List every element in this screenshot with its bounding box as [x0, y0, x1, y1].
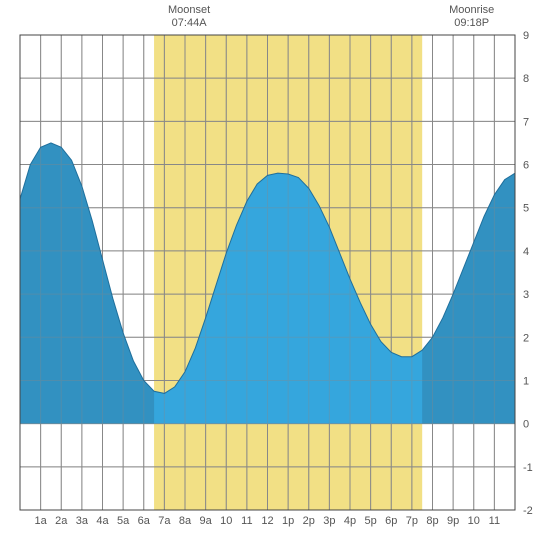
x-tick-label: 8a — [179, 515, 192, 527]
x-tick-label: 10 — [468, 515, 480, 527]
x-tick-label: 10 — [220, 515, 232, 527]
x-tick-label: 4p — [344, 515, 356, 527]
y-tick-label: -1 — [523, 462, 533, 474]
y-axis-labels: -2 -1 0 1 2 3 4 5 6 7 8 9 — [523, 30, 533, 517]
x-tick-label: 4a — [96, 515, 109, 527]
moon-event-title: Moonrise — [449, 4, 494, 17]
y-tick-label: 5 — [523, 203, 529, 215]
y-tick-label: 0 — [523, 419, 529, 431]
moon-event-title: Moonset — [168, 4, 210, 17]
x-tick-label: 6p — [385, 515, 397, 527]
moon-event-time: 09:18P — [449, 17, 494, 30]
y-tick-label: 8 — [523, 73, 529, 85]
x-tick-label: 9a — [200, 515, 213, 527]
x-tick-label: 3a — [76, 515, 89, 527]
tide-chart: 1a2a3a4a5a6a7a8a9a1011121p2p3p4p5p6p7p8p… — [0, 0, 550, 550]
x-tick-label: 1p — [282, 515, 294, 527]
moon-event-label: Moonset07:44A — [168, 4, 210, 30]
x-tick-label: 2a — [55, 515, 68, 527]
y-tick-label: -2 — [523, 505, 533, 517]
moon-event-label: Moonrise09:18P — [449, 4, 494, 30]
x-axis-labels: 1a 2a 3a 4a 5a 6a 7a 8a 9a 10 11 12 1p 2p 3p 4p 5p 6p 7p 8p… — [35, 515, 501, 527]
x-tick-label: 9p — [447, 515, 459, 527]
y-tick-label: 2 — [523, 332, 529, 344]
x-tick-label: 3p — [323, 515, 335, 527]
x-tick-label: 7a — [158, 515, 171, 527]
y-tick-label: 1 — [523, 375, 529, 387]
x-tick-label: 7p — [406, 515, 418, 527]
x-tick-label: 12 — [261, 515, 273, 527]
x-tick-label: 5p — [365, 515, 377, 527]
y-tick-label: 6 — [523, 160, 529, 172]
y-tick-label: 9 — [523, 30, 529, 42]
x-tick-label: 2p — [303, 515, 315, 527]
x-tick-label: 8p — [426, 515, 438, 527]
x-tick-label: 11 — [241, 515, 252, 527]
x-tick-label: 6a — [138, 515, 151, 527]
chart-svg: 1a2a3a4a5a6a7a8a9a1011121p2p3p4p5p6p7p8p… — [0, 0, 550, 550]
y-tick-label: 4 — [523, 246, 529, 258]
y-tick-label: 7 — [523, 116, 529, 128]
moon-event-time: 07:44A — [168, 17, 210, 30]
x-tick-label: 5a — [117, 515, 130, 527]
y-tick-label: 3 — [523, 289, 529, 301]
x-tick-label: 1a — [35, 515, 48, 527]
x-tick-label: 11 — [489, 515, 500, 527]
